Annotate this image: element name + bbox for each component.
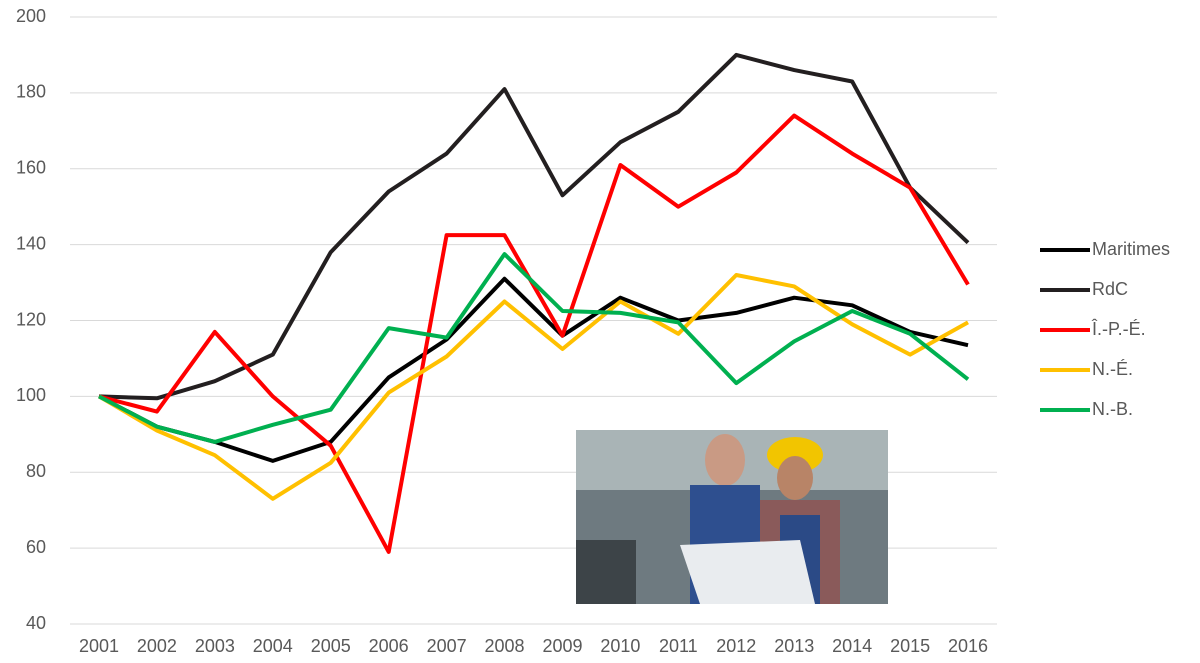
y-tick-label: 140	[16, 233, 46, 253]
legend-label: Î.-P.-É.	[1091, 319, 1146, 339]
y-tick-label: 100	[16, 385, 46, 405]
series-line	[98, 276, 969, 463]
x-tick-label: 2014	[832, 636, 872, 656]
x-tick-label: 2005	[311, 636, 351, 656]
y-tick-label: 200	[16, 6, 46, 26]
x-tick-label: 2004	[253, 636, 293, 656]
legend-label: RdC	[1092, 279, 1128, 299]
y-tick-label: 180	[16, 82, 46, 102]
x-tick-label: 2001	[79, 636, 119, 656]
series-line	[98, 113, 970, 554]
series-line	[97, 273, 969, 501]
x-tick-label: 2010	[600, 636, 640, 656]
photo-paper	[680, 540, 815, 604]
photo-person	[705, 434, 745, 486]
y-tick-label: 60	[26, 537, 46, 557]
x-tick-label: 2015	[890, 636, 930, 656]
x-tick-label: 2002	[137, 636, 177, 656]
photo-helmet	[767, 437, 823, 473]
x-tick-label: 2013	[774, 636, 814, 656]
x-tick-label: 2012	[716, 636, 756, 656]
x-tick-label: 2009	[542, 636, 582, 656]
photo-person	[777, 456, 813, 500]
series-line	[98, 252, 970, 444]
legend-label: Maritimes	[1092, 239, 1170, 259]
photo	[576, 430, 888, 604]
series-line	[98, 52, 970, 401]
legend-label: N.-B.	[1092, 399, 1133, 419]
x-tick-label: 2016	[948, 636, 988, 656]
y-tick-label: 40	[26, 613, 46, 633]
y-tick-label: 80	[26, 461, 46, 481]
x-tick-label: 2011	[659, 636, 698, 656]
legend-label: N.-É.	[1092, 359, 1133, 379]
photo-machine	[576, 540, 636, 604]
x-tick-label: 2007	[427, 636, 467, 656]
y-tick-label: 160	[16, 158, 46, 178]
x-tick-label: 2006	[369, 636, 409, 656]
y-tick-label: 120	[16, 309, 46, 329]
x-tick-label: 2003	[195, 636, 235, 656]
x-tick-label: 2008	[485, 636, 525, 656]
